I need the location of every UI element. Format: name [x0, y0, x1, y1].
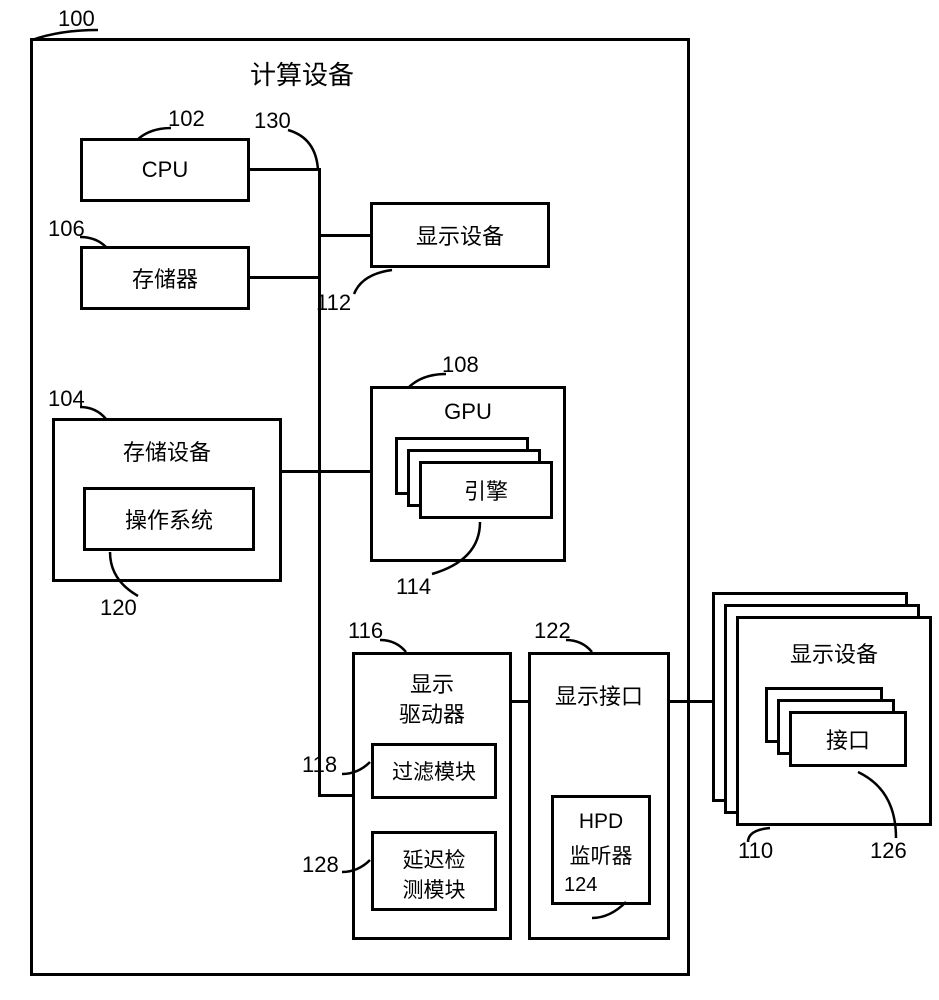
conn-gpu [318, 470, 370, 473]
delay-module-box: 延迟检 测模块 [371, 831, 497, 911]
gpu-label: GPU [373, 399, 563, 425]
memory-label: 存储器 [132, 262, 198, 294]
lead-116 [378, 638, 408, 654]
display-driver-box: 显示 驱动器 过滤模块 延迟检 测模块 [352, 652, 512, 940]
internal-display-label: 显示设备 [416, 219, 504, 251]
lead-100 [30, 28, 115, 48]
lead-104 [78, 405, 108, 421]
ref-120: 120 [100, 595, 137, 621]
lead-106 [78, 235, 108, 249]
driver-label-2: 驱动器 [355, 697, 509, 729]
lead-114 [430, 520, 484, 578]
lead-126 [856, 770, 900, 842]
delay-label-2: 测模块 [374, 874, 494, 904]
hpd-label-1: HPD [554, 810, 648, 834]
conn-memory [250, 276, 318, 279]
iface-box: 接口 [789, 711, 907, 767]
engine-label: 引擎 [464, 474, 508, 506]
os-label: 操作系统 [125, 503, 213, 535]
cpu-label: CPU [142, 157, 188, 183]
filter-module-box: 过滤模块 [371, 743, 497, 799]
title-label: 计算设备 [250, 55, 354, 92]
storage-box: 存储设备 操作系统 [52, 418, 282, 582]
memory-box: 存储器 [80, 246, 250, 310]
hpd-label-2: 监听器 [554, 840, 648, 870]
lead-102 [135, 126, 175, 142]
lead-108 [406, 372, 448, 390]
storage-label: 存储设备 [55, 435, 279, 467]
iface-label: 接口 [826, 723, 870, 755]
ref-112: 112 [316, 290, 351, 316]
os-box: 操作系统 [83, 487, 255, 551]
display-interface-box: 显示接口 HPD 监听器 124 [528, 652, 670, 940]
ref-128: 128 [302, 852, 339, 878]
bus-vertical [318, 168, 321, 796]
lead-110 [744, 826, 774, 844]
lead-122 [564, 638, 594, 654]
cpu-box: CPU [80, 138, 250, 202]
ref-114: 114 [396, 574, 431, 600]
conn-cpu [250, 168, 318, 171]
delay-label-1: 延迟检 [374, 844, 494, 874]
internal-display-box: 显示设备 [370, 202, 550, 268]
lead-124 [590, 900, 630, 922]
conn-intdisplay [318, 234, 370, 237]
hpd-monitor-box: HPD 监听器 124 [551, 795, 651, 905]
lead-130 [286, 128, 322, 172]
lead-120 [108, 550, 142, 598]
lead-118 [340, 760, 372, 778]
ref-124: 124 [564, 874, 597, 897]
engine-box: 引擎 [419, 461, 553, 519]
dispif-label: 显示接口 [531, 679, 667, 711]
conn-driver-if [512, 700, 528, 703]
conn-driver [318, 794, 352, 797]
conn-if-edge [670, 700, 690, 703]
conn-storage [282, 470, 318, 473]
driver-label-1: 显示 [355, 667, 509, 699]
conn-ext [690, 700, 712, 703]
lead-112 [352, 268, 396, 296]
ext-display-box: 显示设备 接口 [736, 616, 932, 826]
lead-128 [340, 858, 372, 876]
filter-label: 过滤模块 [392, 756, 476, 786]
ext-display-label: 显示设备 [739, 637, 929, 669]
